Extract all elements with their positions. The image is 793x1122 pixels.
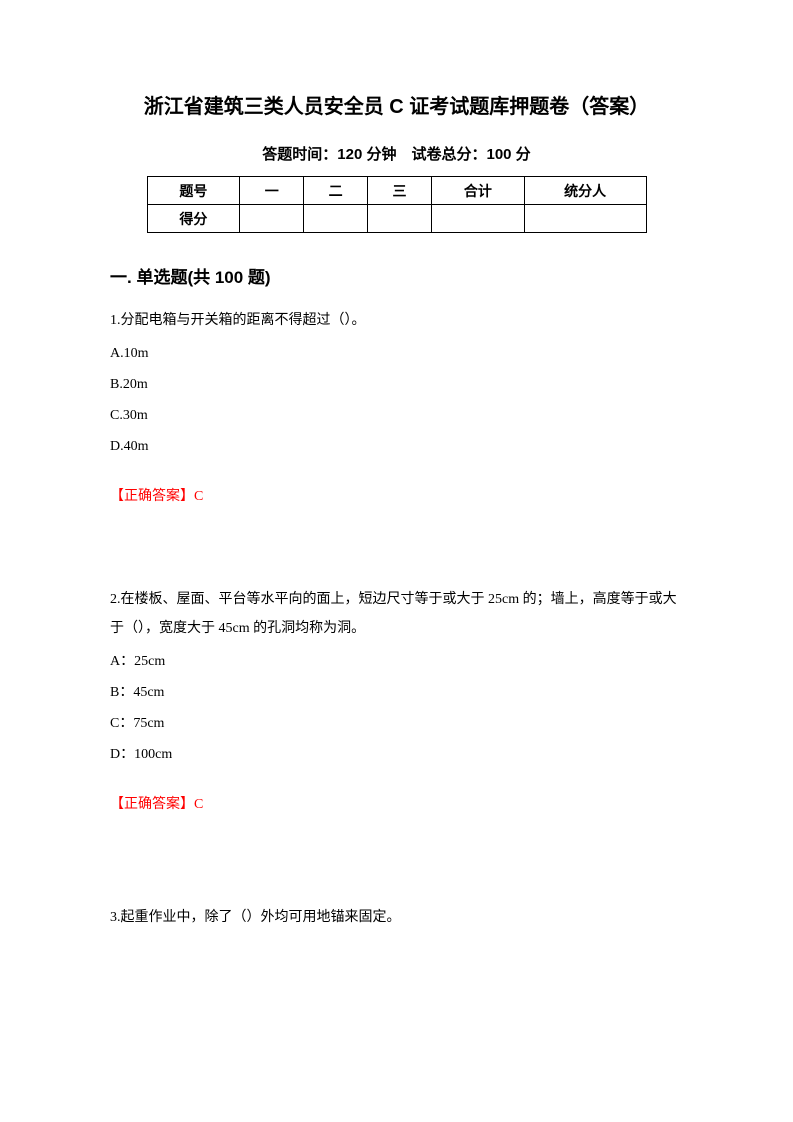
table-cell: 得分	[147, 205, 240, 233]
table-cell	[304, 205, 368, 233]
table-header-cell: 合计	[432, 177, 525, 205]
table-cell	[368, 205, 432, 233]
table-cell	[240, 205, 304, 233]
section-title: 一. 单选题(共 100 题)	[110, 263, 683, 288]
option: C.30m	[110, 401, 683, 432]
table-score-row: 得分	[147, 205, 646, 233]
option: D：100cm	[110, 740, 683, 771]
option: B：45cm	[110, 678, 683, 709]
table-header-cell: 二	[304, 177, 368, 205]
score-table: 题号 一 二 三 合计 统分人 得分	[147, 176, 647, 233]
option: A.10m	[110, 339, 683, 370]
table-cell	[432, 205, 525, 233]
question-text: 3.起重作业中，除了（）外均可用地锚来固定。	[110, 903, 683, 932]
question-text: 1.分配电箱与开关箱的距离不得超过（）。	[110, 306, 683, 335]
document-subtitle: 答题时间：120 分钟 试卷总分：100 分	[110, 143, 683, 164]
question-text: 2.在楼板、屋面、平台等水平向的面上，短边尺寸等于或大于 25cm 的；墙上，高…	[110, 585, 683, 644]
correct-answer: 【正确答案】C	[110, 793, 683, 813]
option: B.20m	[110, 370, 683, 401]
table-header-cell: 统分人	[524, 177, 646, 205]
table-header-cell: 三	[368, 177, 432, 205]
table-header-cell: 一	[240, 177, 304, 205]
option: D.40m	[110, 432, 683, 463]
correct-answer: 【正确答案】C	[110, 485, 683, 505]
option: A：25cm	[110, 647, 683, 678]
document-title: 浙江省建筑三类人员安全员 C 证考试题库押题卷（答案）	[110, 90, 683, 119]
table-header-cell: 题号	[147, 177, 240, 205]
table-header-row: 题号 一 二 三 合计 统分人	[147, 177, 646, 205]
table-cell	[524, 205, 646, 233]
option: C：75cm	[110, 709, 683, 740]
